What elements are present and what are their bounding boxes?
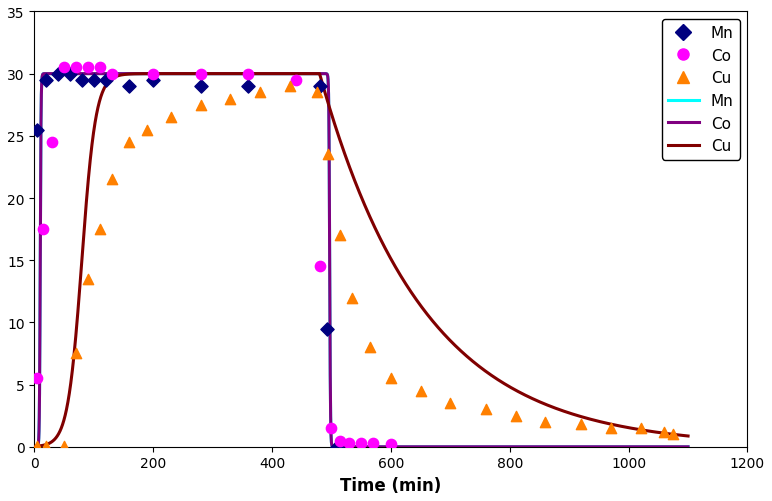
Point: [346, 294, 358, 302]
Point: [254, 89, 266, 97]
Point: [355, 439, 367, 447]
Point: [290, 77, 302, 85]
Point: [147, 71, 159, 79]
Point: [658, 428, 670, 436]
Point: [367, 439, 379, 447]
Point: [52, 71, 64, 79]
Point: [93, 64, 106, 72]
Point: [331, 443, 344, 451]
Point: [444, 399, 456, 407]
Point: [242, 71, 255, 79]
Point: [323, 151, 335, 159]
Point: [540, 418, 552, 426]
Point: [310, 89, 323, 97]
Point: [325, 424, 337, 432]
Point: [141, 126, 154, 134]
Point: [415, 387, 427, 395]
Point: [384, 440, 397, 448]
Point: [64, 71, 76, 79]
Point: [384, 375, 397, 383]
Point: [334, 232, 347, 240]
Point: [46, 139, 59, 147]
Point: [195, 102, 207, 110]
Point: [40, 77, 52, 85]
Point: [37, 225, 49, 233]
Point: [40, 442, 52, 450]
Point: [195, 71, 207, 79]
Point: [334, 437, 347, 445]
Point: [82, 275, 94, 283]
Point: [195, 83, 207, 91]
Point: [480, 406, 493, 414]
Point: [313, 263, 326, 271]
Point: [164, 114, 177, 122]
Point: [100, 77, 112, 85]
Point: [106, 71, 118, 79]
Point: [87, 77, 100, 85]
Point: [31, 375, 43, 383]
Point: [93, 225, 106, 233]
Point: [575, 420, 587, 428]
Point: [124, 83, 136, 91]
Point: [58, 442, 70, 450]
X-axis label: Time (min): Time (min): [340, 476, 442, 494]
Point: [124, 139, 136, 147]
Legend: Mn, Co, Cu, Mn, Co, Cu: Mn, Co, Cu, Mn, Co, Cu: [662, 20, 740, 160]
Point: [82, 64, 94, 72]
Point: [283, 83, 296, 91]
Point: [343, 439, 355, 447]
Point: [69, 350, 82, 358]
Point: [242, 83, 255, 91]
Point: [364, 344, 376, 352]
Point: [69, 64, 82, 72]
Point: [604, 424, 617, 432]
Point: [76, 77, 88, 85]
Point: [224, 95, 236, 103]
Point: [667, 430, 679, 438]
Point: [31, 126, 43, 134]
Point: [31, 442, 43, 450]
Point: [313, 83, 326, 91]
Point: [58, 64, 70, 72]
Point: [510, 412, 522, 420]
Point: [106, 176, 118, 184]
Point: [320, 325, 333, 333]
Point: [147, 77, 159, 85]
Point: [635, 424, 647, 432]
